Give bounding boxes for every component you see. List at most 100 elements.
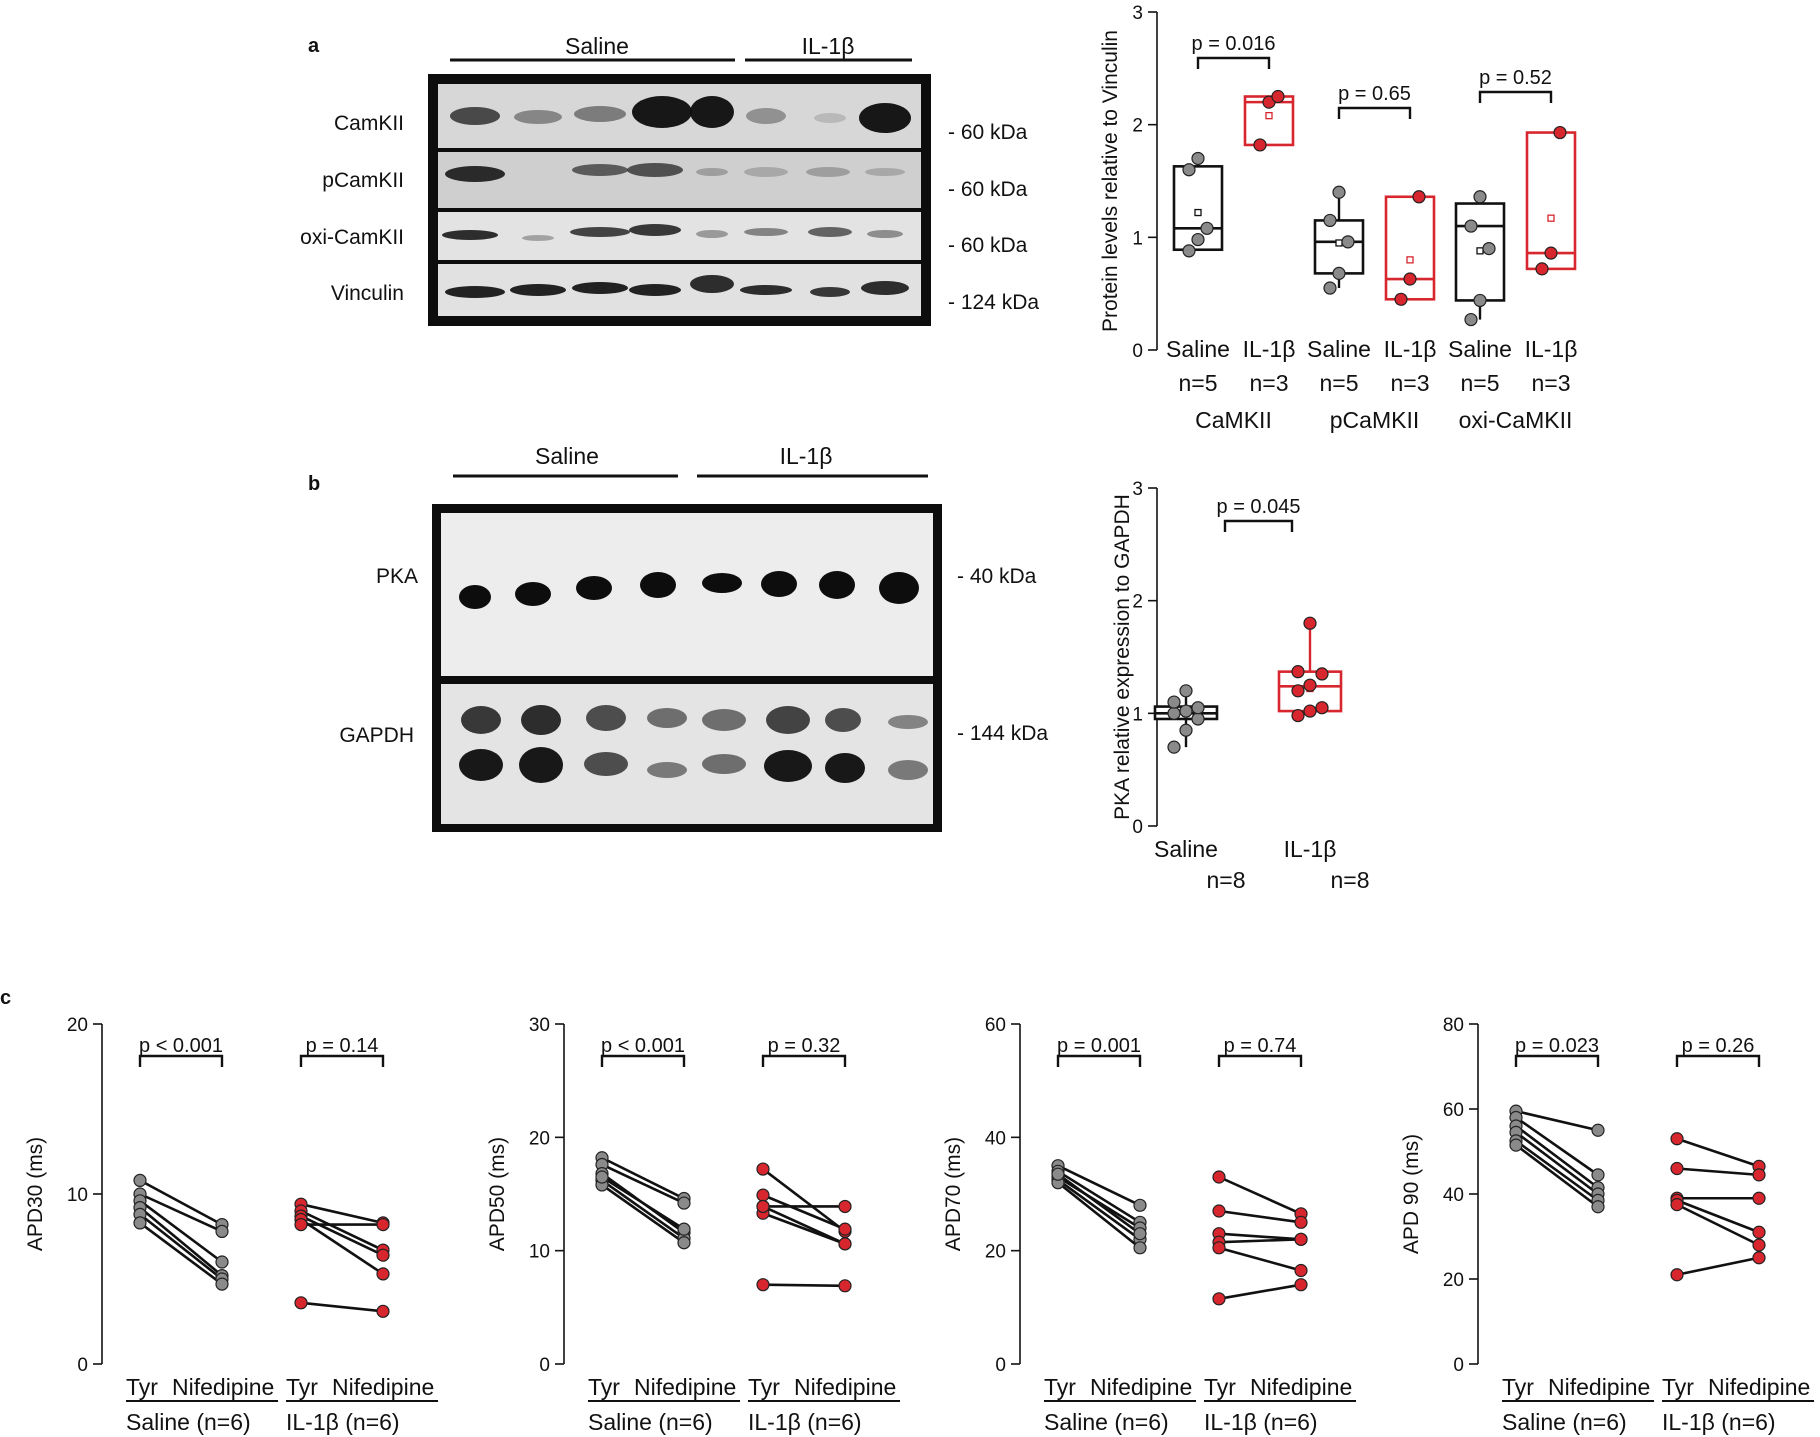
row-label-camkii: CamKII (334, 112, 404, 135)
pair-line (1057, 1173, 1141, 1235)
blot-strip-gapdh (441, 684, 933, 824)
y-tick-label: 40 (1443, 1185, 1464, 1206)
x-label-tyr: Tyr (1204, 1374, 1236, 1400)
data-point (838, 1279, 852, 1293)
box (1313, 219, 1365, 275)
pair-line (1218, 1283, 1302, 1301)
data-point (1271, 89, 1285, 104)
data-point (1394, 292, 1408, 306)
data-point (1473, 293, 1487, 308)
x-label-nifedipine: Nifedipine (794, 1374, 896, 1400)
data-point (1544, 246, 1558, 260)
pair-line (1676, 1203, 1760, 1247)
p-value-label: p < 0.001 (601, 1035, 685, 1057)
data-point (595, 1170, 609, 1184)
pair-line (1515, 1144, 1599, 1208)
data-point (1670, 1268, 1684, 1282)
data-point (677, 1196, 691, 1210)
band (445, 286, 505, 298)
p-value-label: p = 0.14 (306, 1035, 379, 1057)
n-label: n=8 (1206, 867, 1245, 893)
western-blot-a: Saline IL-1β (300, 33, 1039, 326)
band (515, 582, 551, 606)
y-axis-label: APD50 (ms) (486, 1137, 509, 1251)
data-point (1323, 213, 1337, 228)
box (1525, 131, 1577, 271)
band (459, 585, 491, 609)
data-point (1403, 272, 1417, 286)
significance-bracket (1056, 1054, 1142, 1067)
data-point (1212, 1292, 1226, 1306)
y-tick-label: 1 (1132, 704, 1143, 725)
row-label-vinculin: Vinculin (331, 282, 404, 305)
p-value-label: p = 0.016 (1192, 33, 1276, 55)
pair-line (1515, 1139, 1599, 1202)
group-label: IL-1β (1243, 336, 1296, 362)
data-point (1591, 1200, 1605, 1214)
n-label: n=3 (1390, 370, 1429, 396)
band (744, 228, 788, 236)
pair-line (300, 1218, 384, 1275)
data-point (1752, 1168, 1766, 1182)
group-label-il1b-b: IL-1β (780, 443, 833, 469)
data-point (1133, 1227, 1147, 1241)
data-point (294, 1296, 308, 1310)
data-point (1473, 190, 1487, 204)
band (690, 275, 734, 293)
data-point (838, 1222, 852, 1236)
x-label-tyr: Tyr (1662, 1374, 1694, 1400)
band (445, 166, 505, 182)
band (879, 572, 919, 604)
pair-line (1676, 1256, 1760, 1277)
group-label: IL-1β (n=6) (286, 1409, 400, 1435)
row-label-pcamkii: pCamKII (322, 169, 404, 192)
group-label: IL-1β (n=6) (748, 1409, 862, 1435)
blot-strip-pka (441, 513, 933, 676)
band (867, 230, 903, 238)
kda-camkii: - 60 kDa (948, 121, 1028, 144)
data-point (1752, 1238, 1766, 1252)
data-point (1294, 1232, 1308, 1246)
data-point (1482, 242, 1496, 256)
y-tick-label: 2 (1132, 116, 1143, 137)
band (574, 106, 626, 122)
panel-label-b: b (308, 473, 320, 495)
band (764, 750, 812, 782)
kda-pka: - 40 kDa (957, 565, 1037, 588)
band (888, 715, 928, 729)
mean-marker (1476, 247, 1484, 255)
data-point (1291, 708, 1305, 723)
y-tick-label: 10 (529, 1242, 550, 1263)
pair-line (601, 1156, 685, 1200)
mean-marker (1547, 214, 1555, 222)
pair-line (1676, 1137, 1760, 1168)
data-point (677, 1222, 691, 1236)
y-tick-label: 30 (529, 1015, 550, 1036)
pair-line (1057, 1178, 1141, 1241)
x-label-tyr: Tyr (1502, 1374, 1534, 1400)
pair-line (601, 1179, 685, 1240)
group-label: IL-1β (1284, 836, 1337, 862)
band (696, 230, 728, 238)
band (521, 705, 561, 735)
data-point (1179, 704, 1193, 718)
y-tick-label: 40 (985, 1128, 1006, 1149)
band (888, 760, 928, 780)
band (819, 571, 855, 599)
data-point (1167, 695, 1181, 709)
data-point (133, 1216, 147, 1230)
x-label-nifedipine: Nifedipine (1250, 1374, 1352, 1400)
x-label-tyr: Tyr (588, 1374, 620, 1400)
group-label: Saline (1154, 836, 1218, 862)
data-point (1212, 1241, 1226, 1255)
p-value-label: p = 0.52 (1479, 67, 1552, 89)
data-point (1179, 723, 1193, 737)
significance-bracket (1337, 106, 1412, 119)
data-point (1191, 701, 1205, 715)
p-value-label: p = 0.001 (1057, 1035, 1141, 1057)
pair-line (300, 1301, 384, 1313)
group-label: Saline (1307, 336, 1371, 362)
data-point (1179, 684, 1193, 698)
band (647, 708, 687, 728)
